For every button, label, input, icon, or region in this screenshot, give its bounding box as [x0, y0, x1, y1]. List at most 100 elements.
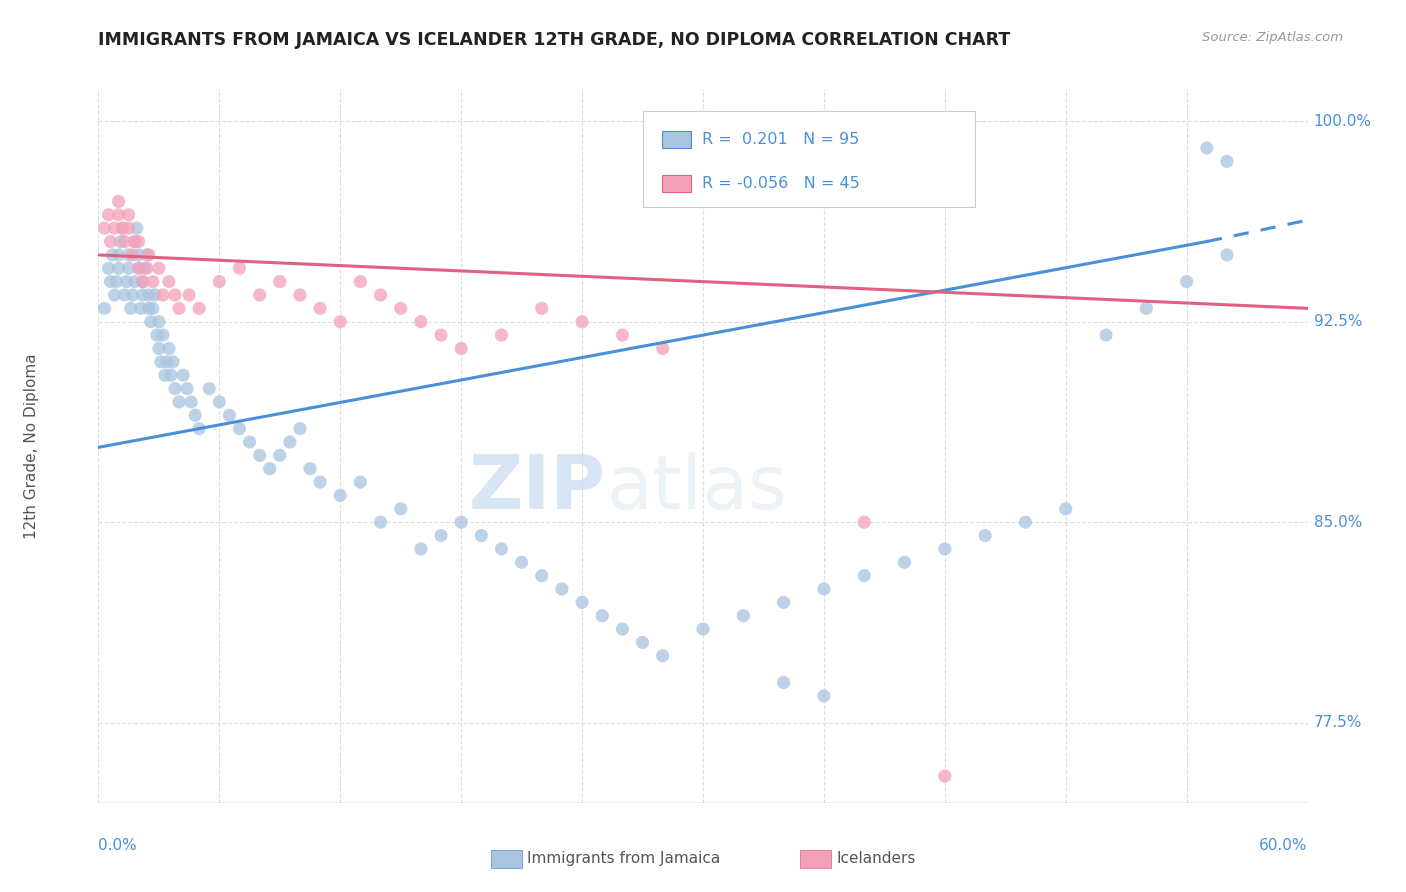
Point — [370, 288, 392, 302]
Point — [148, 315, 170, 329]
Point — [132, 275, 155, 289]
Point — [813, 689, 835, 703]
Point — [571, 595, 593, 609]
Point — [651, 648, 673, 663]
Point — [157, 342, 180, 356]
Point — [148, 261, 170, 276]
Text: ZIP: ZIP — [470, 452, 606, 525]
Point — [118, 208, 141, 222]
Text: 92.5%: 92.5% — [1313, 314, 1362, 329]
Point — [934, 541, 956, 556]
Point — [135, 261, 157, 276]
Point — [157, 275, 180, 289]
Point — [156, 355, 179, 369]
Point — [651, 342, 673, 356]
FancyBboxPatch shape — [643, 111, 976, 207]
Text: 60.0%: 60.0% — [1260, 838, 1308, 854]
Point — [120, 301, 142, 316]
Point — [162, 355, 184, 369]
Point — [551, 582, 574, 596]
Point — [180, 395, 202, 409]
Point — [128, 248, 150, 262]
Point — [177, 288, 201, 302]
Point — [249, 288, 271, 302]
Point — [97, 261, 120, 276]
Point — [128, 261, 150, 276]
Point — [105, 275, 128, 289]
Point — [198, 382, 221, 396]
Point — [93, 301, 115, 316]
Point — [278, 435, 301, 450]
Point — [142, 301, 165, 316]
Point — [329, 315, 352, 329]
Point — [110, 235, 132, 249]
Point — [813, 582, 835, 596]
Point — [125, 221, 148, 235]
Point — [208, 275, 231, 289]
Point — [128, 235, 150, 249]
Point — [132, 288, 155, 302]
Text: R = -0.056   N = 45: R = -0.056 N = 45 — [702, 177, 859, 191]
Point — [370, 515, 392, 529]
Point — [329, 488, 352, 502]
Point — [97, 208, 120, 222]
Point — [107, 248, 129, 262]
Point — [160, 368, 183, 383]
Point — [138, 301, 160, 316]
Point — [510, 555, 533, 569]
Point — [184, 409, 207, 423]
Point — [129, 301, 152, 316]
Point — [124, 235, 146, 249]
Point — [269, 275, 291, 289]
Point — [893, 555, 915, 569]
Point — [107, 208, 129, 222]
Point — [1175, 275, 1198, 289]
Point — [1054, 501, 1077, 516]
Point — [163, 382, 186, 396]
Point — [134, 261, 156, 276]
Point — [167, 395, 190, 409]
Point — [692, 622, 714, 636]
Point — [853, 568, 876, 582]
Point — [118, 261, 141, 276]
Point — [389, 301, 412, 316]
Point — [1195, 141, 1218, 155]
Point — [124, 235, 146, 249]
Point — [100, 235, 122, 249]
Point — [612, 622, 634, 636]
Point — [228, 261, 250, 276]
Point — [288, 288, 311, 302]
Point — [176, 382, 198, 396]
Point — [153, 368, 176, 383]
Point — [612, 328, 634, 343]
Text: 77.5%: 77.5% — [1313, 715, 1362, 731]
Point — [530, 301, 553, 316]
Point — [218, 409, 240, 423]
Point — [1216, 248, 1239, 262]
Point — [139, 315, 162, 329]
Point — [146, 328, 169, 343]
Point — [288, 422, 311, 436]
Point — [269, 448, 291, 462]
Point — [103, 221, 125, 235]
Point — [93, 221, 115, 235]
Point — [430, 328, 453, 343]
Point — [409, 541, 432, 556]
Point — [100, 275, 122, 289]
Text: Immigrants from Jamaica: Immigrants from Jamaica — [527, 852, 720, 866]
Text: Icelanders: Icelanders — [837, 852, 915, 866]
Point — [114, 288, 136, 302]
Point — [450, 515, 472, 529]
Point — [389, 501, 412, 516]
Point — [772, 595, 794, 609]
Point — [115, 275, 138, 289]
Point — [349, 475, 371, 489]
Point — [1135, 301, 1157, 316]
Text: 85.0%: 85.0% — [1313, 515, 1362, 530]
Point — [149, 355, 172, 369]
Point — [309, 475, 332, 489]
Point — [103, 288, 125, 302]
Point — [121, 288, 143, 302]
Point — [101, 248, 124, 262]
Point — [188, 301, 211, 316]
